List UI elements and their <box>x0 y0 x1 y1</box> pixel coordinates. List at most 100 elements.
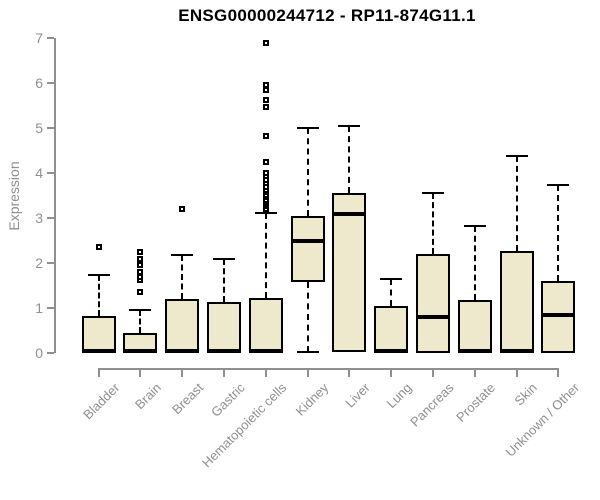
whisker-upper <box>390 278 393 306</box>
boxplot-box <box>248 298 283 353</box>
boxplot-median <box>541 312 576 317</box>
outlier-point <box>262 40 269 47</box>
x-tick <box>181 370 184 377</box>
y-tick-label: 1 <box>35 300 43 316</box>
boxplot-median <box>81 348 116 353</box>
outlier-point <box>95 243 102 250</box>
y-tick-label: 6 <box>35 75 43 91</box>
x-tick <box>515 370 518 377</box>
boxplot-median <box>248 348 283 353</box>
boxplot-median <box>415 315 450 319</box>
whisker-upper <box>306 128 309 216</box>
x-tick <box>97 370 100 377</box>
y-tick <box>47 262 54 264</box>
boxplot-box <box>81 316 116 353</box>
outlier-point <box>137 268 144 275</box>
whisker-upper <box>139 309 142 333</box>
whisker-cap-lower <box>296 351 319 354</box>
boxplot-median <box>332 212 367 217</box>
outlier-point <box>137 288 144 295</box>
outlier-point <box>262 87 269 94</box>
outlier-point <box>262 97 269 104</box>
boxplot-median <box>457 348 492 353</box>
whisker-cap-upper <box>338 124 361 127</box>
outlier-point <box>262 170 269 176</box>
whisker-upper <box>515 155 518 251</box>
y-tick-label: 5 <box>35 120 43 136</box>
x-axis-category-label: Bladder <box>79 380 123 423</box>
x-tick <box>557 370 560 377</box>
whisker-upper <box>222 259 225 303</box>
boxplot-box <box>499 250 534 353</box>
x-tick <box>306 370 309 377</box>
outlier-point <box>262 81 269 88</box>
x-axis-category-label: Prostate <box>453 380 499 425</box>
x-axis-category-label: Unknown / Other <box>502 380 582 460</box>
boxplot-box <box>374 305 409 353</box>
boxplot-median <box>206 348 241 353</box>
x-axis-category-label: Brain <box>131 380 164 413</box>
whisker-upper <box>264 212 267 299</box>
boxplot-box <box>165 299 200 353</box>
whisker-cap-upper <box>505 154 528 157</box>
whisker-upper <box>97 275 100 317</box>
y-tick-label: 4 <box>35 165 43 181</box>
x-tick <box>348 370 351 377</box>
y-tick-label: 3 <box>35 210 43 226</box>
whisker-cap-upper <box>129 308 152 311</box>
boxplot-box <box>457 299 492 353</box>
y-tick <box>47 352 54 354</box>
x-axis-category-label: Liver <box>342 380 373 411</box>
boxplot-box <box>332 193 367 353</box>
chart-title: ENSG00000244712 - RP11-874G11.1 <box>178 6 476 25</box>
boxplot-box <box>541 281 576 353</box>
boxplot-median <box>123 348 158 353</box>
whisker-cap-upper <box>212 258 235 261</box>
whisker-cap-upper <box>421 192 444 195</box>
whisker-upper <box>557 185 560 281</box>
y-tick <box>47 172 54 174</box>
outlier-point <box>262 104 269 111</box>
whisker-cap-upper <box>463 225 486 228</box>
outlier-point <box>137 261 144 268</box>
x-tick <box>264 370 267 377</box>
x-tick <box>139 370 142 377</box>
whisker-cap-upper <box>254 211 277 214</box>
x-tick <box>222 370 225 377</box>
outlier-point <box>262 159 269 166</box>
x-axis-category-label: Skin <box>511 380 541 409</box>
whisker-upper <box>181 254 184 299</box>
y-tick-label: 0 <box>35 345 43 361</box>
y-tick <box>47 37 54 39</box>
y-tick <box>47 217 54 219</box>
outlier-point <box>262 133 269 140</box>
boxplot-median <box>290 239 325 244</box>
boxplot-median <box>374 348 409 353</box>
whisker-cap-upper <box>380 277 403 280</box>
outlier-point <box>179 206 186 212</box>
x-axis-category-label: Gastric <box>207 380 248 420</box>
whisker-cap-upper <box>171 253 194 256</box>
outlier-point <box>137 248 144 255</box>
y-tick-label: 7 <box>35 30 43 46</box>
x-axis-category-label: Kidney <box>292 380 332 419</box>
whisker-upper <box>431 193 434 254</box>
outlier-point <box>137 256 144 263</box>
x-axis-category-label: Breast <box>168 380 206 418</box>
y-axis-line <box>54 38 56 353</box>
boxplot-median <box>165 348 200 353</box>
whisker-lower <box>306 281 309 353</box>
x-axis-category-label: Lung <box>383 380 415 412</box>
boxplot-median <box>499 348 534 353</box>
x-axis-line <box>97 368 560 370</box>
x-tick <box>473 370 476 377</box>
boxplot-box <box>206 302 241 353</box>
y-tick <box>47 82 54 84</box>
x-axis-category-label: Pancreas <box>407 380 457 430</box>
boxplot-box <box>290 215 325 282</box>
x-tick <box>431 370 434 377</box>
whisker-upper <box>348 125 351 194</box>
boxplot-box <box>415 254 450 353</box>
y-tick <box>47 307 54 309</box>
